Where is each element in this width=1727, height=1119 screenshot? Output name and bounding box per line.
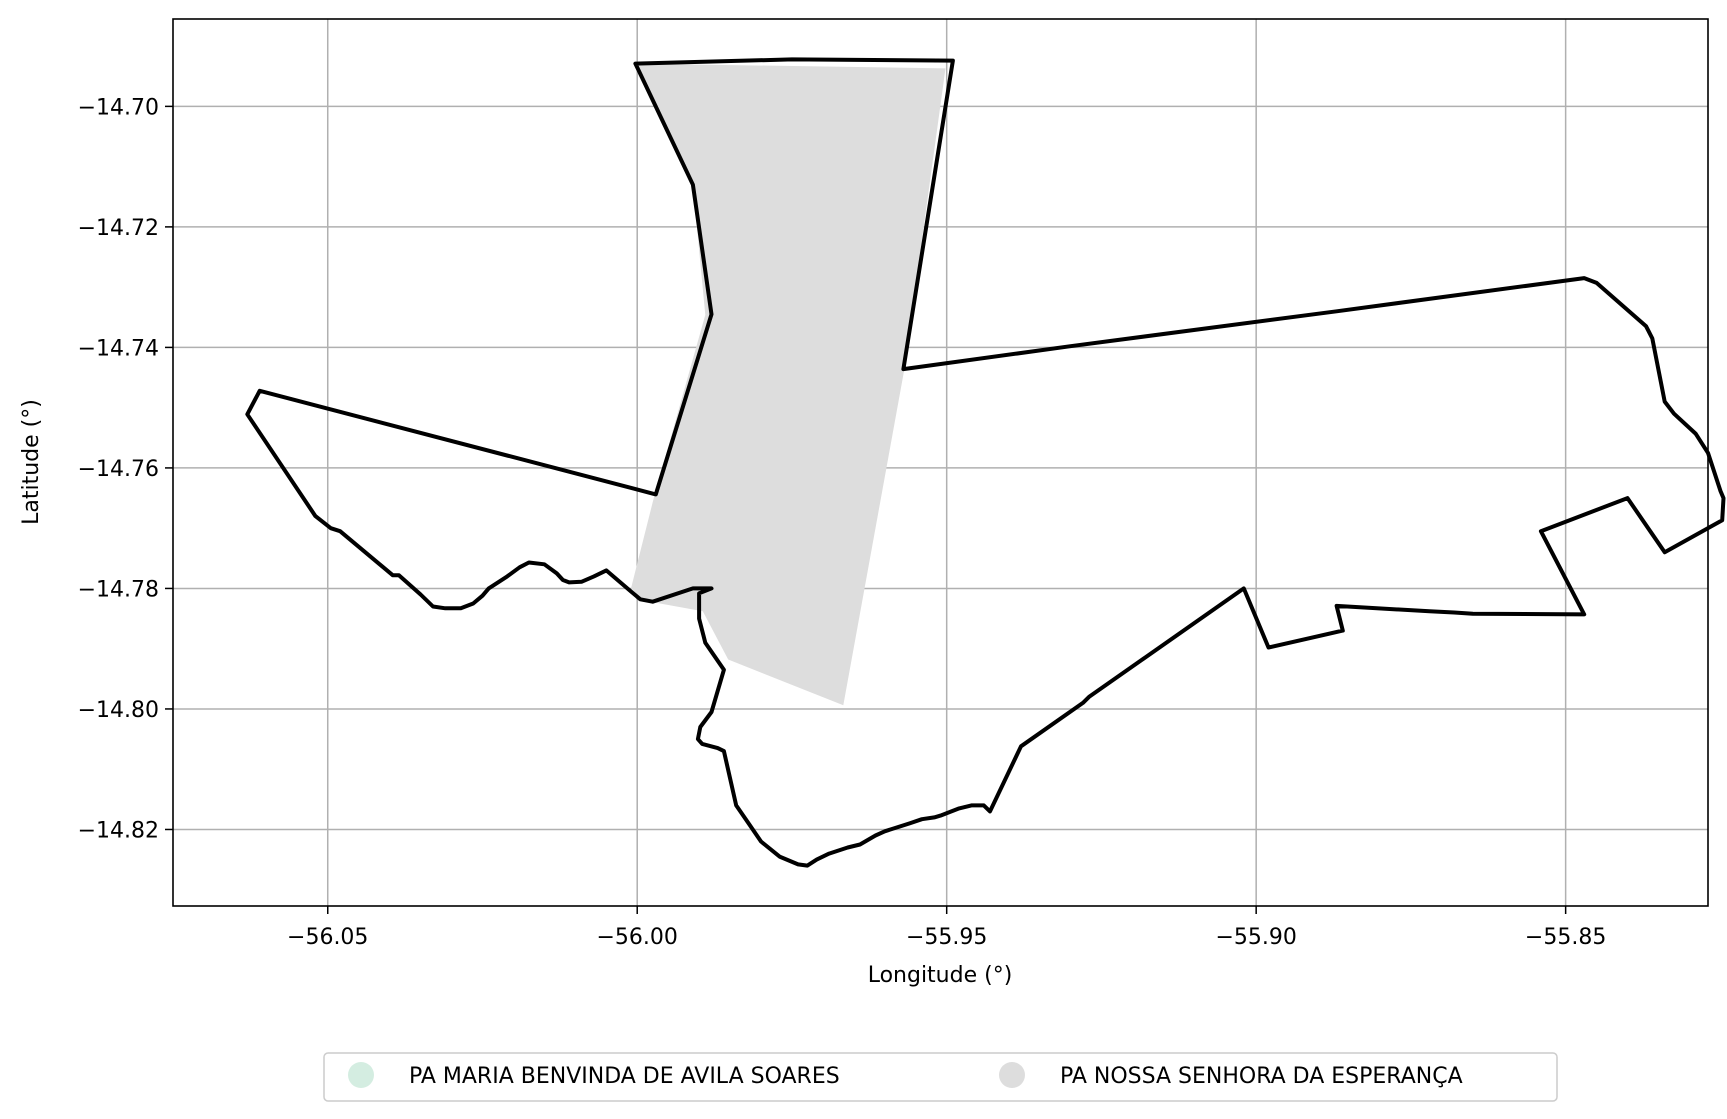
x-tick-label: −56.05 (287, 925, 368, 950)
y-tick-label: −14.74 (78, 336, 159, 361)
y-tick-label: −14.78 (78, 577, 159, 602)
legend-label-maria-benvinda: PA MARIA BENVINDA DE AVILA SOARES (409, 1064, 840, 1089)
y-tick-label: −14.76 (78, 457, 159, 482)
x-tick-label: −56.00 (597, 925, 678, 950)
area-nossa-senhora-da-esperanca (631, 63, 946, 706)
x-axis-label: Longitude (°) (868, 963, 1013, 988)
legend-frame (323, 1052, 1558, 1102)
y-tick-label: −14.72 (78, 216, 159, 241)
x-tick-label: −55.95 (906, 925, 987, 950)
legend-swatch-maria-benvinda (348, 1062, 374, 1088)
x-tick-label: −55.85 (1525, 925, 1606, 950)
y-tick-label: −14.70 (78, 95, 159, 120)
x-tick-label: −55.90 (1215, 925, 1296, 950)
legend-swatch-nossa-senhora (999, 1062, 1025, 1088)
y-tick-label: −14.82 (78, 818, 159, 843)
legend-label-nossa-senhora: PA NOSSA SENHORA DA ESPERANÇA (1060, 1064, 1463, 1089)
x-axis-ticks: −56.05 −56.00 −55.95 −55.90 −55.85 (287, 906, 1606, 950)
y-axis-label: Latitude (°) (19, 399, 44, 525)
legend: PA MARIA BENVINDA DE AVILA SOARES PA NOS… (323, 1052, 1558, 1102)
y-axis-ticks: −14.70 −14.72 −14.74 −14.76 −14.78 −14.80 −14.… (78, 95, 173, 843)
map-features (245, 57, 1726, 868)
boundary-outline (245, 57, 1726, 868)
plot-frame (172, 18, 1709, 907)
y-tick-label: −14.80 (78, 698, 159, 723)
gridlines (173, 19, 1708, 906)
